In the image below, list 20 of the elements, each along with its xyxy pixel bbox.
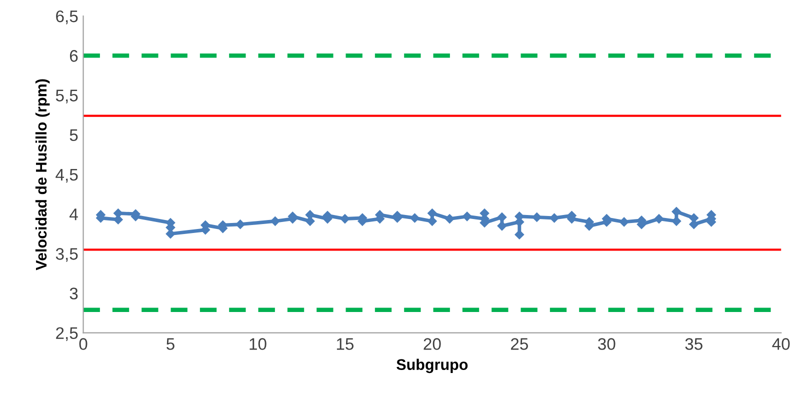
x-tick-label: 30 xyxy=(598,338,616,350)
x-tick-label: 20 xyxy=(424,338,441,350)
x-tick-label: 5 xyxy=(166,338,174,350)
x-tick-label: 15 xyxy=(336,338,354,350)
y-tick-label: 5 xyxy=(70,129,78,142)
y-tick-label: 5,5 xyxy=(56,90,78,104)
y-tick-label: 3,5 xyxy=(56,248,78,262)
y-tick-label: 4,5 xyxy=(56,169,78,183)
y-axis-title: Velocidad de Husillo (rpm) xyxy=(35,79,50,270)
y-tick-label: 3 xyxy=(70,288,78,300)
x-tick-label: 35 xyxy=(685,338,702,350)
x-tick-label: 10 xyxy=(250,338,266,350)
y-tick-label: 6 xyxy=(70,50,78,62)
x-axis-title: Subgrupo xyxy=(396,358,468,374)
x-tick-label: 40 xyxy=(772,338,790,350)
x-tick-label: 0 xyxy=(79,338,88,350)
y-tick-label: 2,5 xyxy=(56,327,78,341)
y-tick-label: 6,5 xyxy=(56,10,78,24)
x-tick-label: 25 xyxy=(510,338,528,350)
y-tick-label: 4 xyxy=(70,208,78,220)
